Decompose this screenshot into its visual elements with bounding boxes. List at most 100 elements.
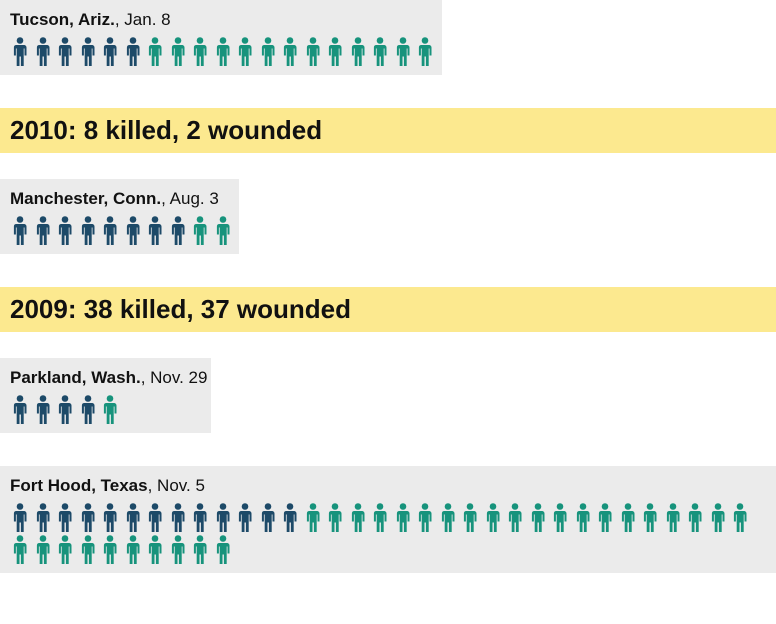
wounded-icon	[306, 503, 319, 532]
event-date: , Aug. 3	[161, 189, 219, 208]
wounded-icon	[216, 216, 229, 245]
killed-icon	[58, 216, 72, 245]
killed-icon	[58, 503, 72, 532]
wounded-icon	[351, 37, 364, 66]
wounded-icon	[193, 216, 207, 245]
wounded-icon	[171, 535, 184, 564]
icon-row	[10, 393, 207, 425]
event-box: Parkland, Wash., Nov. 29	[0, 358, 212, 433]
wounded-icon	[171, 37, 184, 66]
wounded-icon	[328, 37, 342, 66]
killed-icon	[13, 37, 27, 66]
wounded-icon	[486, 503, 499, 532]
icon-row	[10, 501, 772, 565]
event-row: Parkland, Wash., Nov. 29	[0, 358, 776, 433]
killed-icon	[36, 37, 49, 66]
event-place: Tucson, Ariz.	[10, 10, 115, 29]
wounded-icon	[283, 37, 297, 66]
wounded-icon	[103, 535, 117, 564]
killed-icon	[171, 216, 184, 245]
event-place: Fort Hood, Texas	[10, 476, 148, 495]
wounded-icon	[576, 503, 589, 532]
wounded-icon	[373, 37, 387, 66]
killed-icon	[13, 503, 27, 532]
event-row: Tucson, Ariz., Jan. 8	[0, 0, 776, 75]
event-row: Fort Hood, Texas, Nov. 5	[0, 466, 776, 573]
wounded-icon	[396, 37, 409, 66]
killed-icon	[36, 395, 49, 424]
event-date: , Nov. 5	[147, 476, 205, 495]
killed-icon	[148, 216, 162, 245]
wounded-icon	[396, 503, 409, 532]
killed-icon	[103, 216, 117, 245]
wounded-icon	[216, 37, 229, 66]
event-place: Manchester, Conn.	[10, 189, 162, 208]
killed-icon	[36, 503, 49, 532]
wounded-icon	[598, 503, 612, 532]
wounded-icon	[328, 503, 342, 532]
killed-icon	[193, 503, 207, 532]
event-box: Tucson, Ariz., Jan. 8	[0, 0, 442, 75]
wounded-icon	[711, 503, 724, 532]
wounded-icon	[441, 503, 454, 532]
killed-icon	[148, 503, 162, 532]
event-box: Manchester, Conn., Aug. 3	[0, 179, 239, 254]
killed-icon	[126, 37, 139, 66]
killed-icon	[58, 395, 72, 424]
wounded-icon	[36, 535, 49, 564]
wounded-icon	[373, 503, 387, 532]
wounded-icon	[148, 37, 162, 66]
wounded-icon	[733, 503, 747, 532]
killed-icon	[58, 37, 72, 66]
icon-row	[10, 214, 235, 246]
wounded-icon	[261, 37, 274, 66]
wounded-icon	[103, 395, 117, 424]
killed-icon	[81, 216, 94, 245]
wounded-icon	[13, 535, 27, 564]
icon-row	[10, 35, 438, 67]
killed-icon	[126, 503, 139, 532]
wounded-icon	[553, 503, 567, 532]
event-title: Tucson, Ariz., Jan. 8	[10, 9, 438, 31]
killed-icon	[81, 37, 94, 66]
killed-icon	[216, 503, 229, 532]
event-title: Fort Hood, Texas, Nov. 5	[10, 475, 772, 497]
killed-icon	[238, 503, 252, 532]
wounded-icon	[148, 535, 162, 564]
year-heading: 2010: 8 killed, 2 wounded	[0, 108, 776, 153]
wounded-icon	[508, 503, 522, 532]
killed-icon	[81, 503, 94, 532]
wounded-icon	[621, 503, 634, 532]
killed-icon	[283, 503, 297, 532]
killed-icon	[103, 503, 117, 532]
wounded-icon	[688, 503, 702, 532]
year-heading: 2009: 38 killed, 37 wounded	[0, 287, 776, 332]
wounded-icon	[643, 503, 657, 532]
killed-icon	[261, 503, 274, 532]
event-place: Parkland, Wash.	[10, 368, 141, 387]
killed-icon	[126, 216, 139, 245]
wounded-icon	[193, 37, 207, 66]
wounded-icon	[531, 503, 544, 532]
killed-icon	[103, 37, 117, 66]
event-box: Fort Hood, Texas, Nov. 5	[0, 466, 776, 573]
wounded-icon	[193, 535, 207, 564]
wounded-icon	[238, 37, 252, 66]
wounded-icon	[306, 37, 319, 66]
wounded-icon	[81, 535, 94, 564]
wounded-icon	[216, 535, 229, 564]
wounded-icon	[126, 535, 139, 564]
wounded-icon	[463, 503, 477, 532]
wounded-icon	[58, 535, 72, 564]
event-date: , Jan. 8	[114, 10, 171, 29]
wounded-icon	[418, 37, 432, 66]
killed-icon	[36, 216, 49, 245]
killed-icon	[13, 216, 27, 245]
event-row: Manchester, Conn., Aug. 3	[0, 179, 776, 254]
event-title: Parkland, Wash., Nov. 29	[10, 367, 207, 389]
killed-icon	[13, 395, 27, 424]
wounded-icon	[666, 503, 679, 532]
killed-icon	[81, 395, 94, 424]
wounded-icon	[351, 503, 364, 532]
